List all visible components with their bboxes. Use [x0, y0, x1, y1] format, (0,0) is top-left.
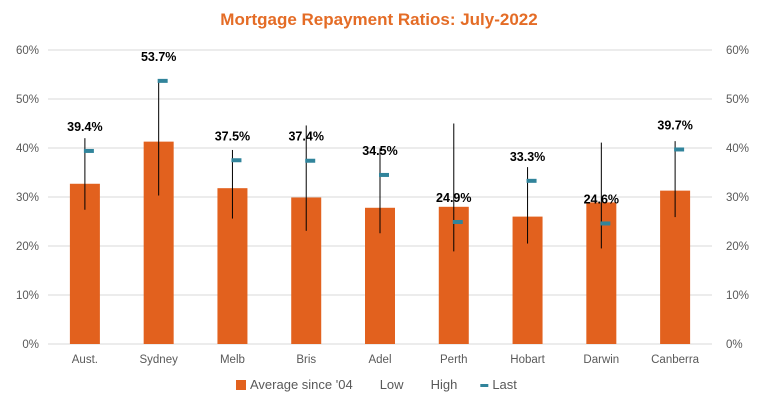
data-label: 33.3% [510, 150, 545, 164]
legend-label: High [431, 377, 458, 392]
data-label: 39.7% [657, 118, 692, 132]
x-tick-label: Darwin [583, 354, 619, 366]
legend-label: Last [492, 377, 517, 392]
last-marker [83, 148, 94, 153]
y2-tick-label: 50% [726, 94, 749, 106]
x-tick-label: Sydney [139, 354, 178, 366]
y-tick-label: 10% [16, 290, 39, 302]
last-marker [452, 219, 463, 224]
y2-tick-label: 60% [726, 45, 749, 57]
data-label: 37.4% [288, 130, 323, 144]
y-axis-left: 0% 10% 20% 30% 40% 50% 60% [16, 45, 39, 351]
y-axis-right: 0% 10% 20% 30% 40% 50% 60% [726, 45, 749, 351]
legend: Average since '04 Low High Last [236, 377, 517, 392]
chart-title: Mortgage Repayment Ratios: July-2022 [220, 10, 537, 29]
last-marker [600, 221, 611, 226]
last-marker [379, 172, 389, 177]
x-tick-label: Hobart [510, 354, 545, 366]
y-tick-label: 20% [16, 241, 39, 253]
x-tick-label: Adel [368, 354, 391, 366]
y-tick-label: 60% [16, 45, 39, 57]
y-tick-label: 50% [16, 94, 39, 106]
range-lines [84, 80, 676, 252]
last-marker [526, 178, 537, 183]
x-tick-label: Canberra [651, 354, 700, 366]
last-marker [231, 158, 242, 163]
last-marker [305, 158, 316, 163]
last-marker [157, 78, 168, 83]
data-label: 53.7% [141, 50, 176, 64]
x-tick-label: Aust. [72, 354, 98, 366]
x-tick-label: Melb [220, 354, 245, 366]
y-tick-label: 30% [16, 192, 39, 204]
data-label: 34.5% [362, 144, 397, 158]
x-axis: Aust. Sydney Melb Bris Adel Perth Hobart Darwin… [72, 354, 700, 366]
legend-label: Average since '04 [250, 377, 353, 392]
data-label: 37.5% [215, 129, 250, 143]
y2-tick-label: 10% [726, 290, 749, 302]
x-tick-label: Bris [296, 354, 316, 366]
data-labels: 39.4% 53.7% 37.5% 37.4% 34.5% 24.9% 33.3% 24.6%… [67, 50, 693, 207]
data-label: 24.6% [584, 192, 619, 206]
data-label: 39.4% [67, 120, 102, 134]
x-tick-label: Perth [440, 354, 468, 366]
y-tick-label: 40% [16, 143, 39, 155]
y2-tick-label: 0% [726, 339, 743, 351]
last-markers [83, 78, 685, 226]
data-label: 24.9% [436, 191, 471, 205]
legend-swatch-bar [236, 380, 246, 390]
bar-aust [69, 183, 100, 344]
y2-tick-label: 30% [726, 192, 749, 204]
last-marker [674, 147, 685, 152]
y-tick-label: 0% [22, 339, 39, 351]
y2-tick-label: 20% [726, 241, 749, 253]
y2-tick-label: 40% [726, 143, 749, 155]
legend-label: Low [380, 377, 404, 392]
legend-swatch-marker [480, 384, 489, 387]
